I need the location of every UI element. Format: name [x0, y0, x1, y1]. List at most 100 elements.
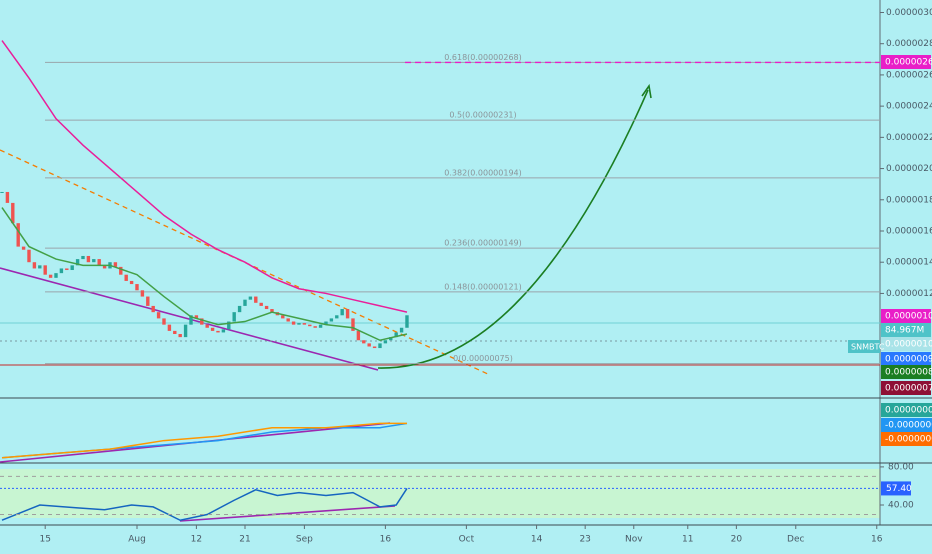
trend-line — [0, 267, 379, 371]
fib-label: 0.148(0.00000121) — [444, 282, 522, 291]
candle — [70, 265, 74, 271]
fib-label: 0.236(0.00000149) — [444, 239, 522, 248]
candle — [81, 255, 85, 260]
candle — [0, 191, 4, 193]
price-badge — [881, 365, 931, 379]
signal-line — [1, 422, 407, 459]
x-tick-label: Aug — [128, 535, 146, 545]
x-tick-label: 21 — [239, 535, 250, 545]
candle — [11, 202, 15, 224]
moving-average — [1, 40, 408, 313]
x-tick-label: Sep — [296, 535, 313, 545]
candle — [173, 330, 177, 335]
price-badge-label: -0.00000005 — [885, 435, 932, 445]
rsi-badge — [881, 481, 911, 496]
candle — [119, 266, 123, 275]
price-badge — [881, 55, 931, 69]
y-tick-label: 0.00000120 — [886, 289, 932, 299]
x-tick-label: 16 — [380, 535, 392, 545]
candle — [21, 246, 26, 250]
candle — [254, 296, 258, 303]
candle — [59, 268, 64, 274]
candle — [286, 318, 290, 322]
candle — [210, 327, 215, 331]
price-badge-label: 0.00000001 — [885, 406, 932, 416]
rsi-tick-label: 80.00 — [888, 462, 914, 472]
x-tick-label: 14 — [531, 535, 543, 545]
price-badge-label: -0.00000003 — [885, 421, 932, 431]
candle — [65, 268, 69, 271]
candle — [232, 312, 236, 322]
candle — [394, 332, 398, 338]
candle — [113, 262, 118, 267]
candle — [237, 305, 242, 313]
fib-label: 0.5(0.00000231) — [449, 111, 516, 120]
divergence-line — [179, 505, 396, 522]
candle — [367, 343, 371, 347]
candle — [324, 321, 328, 325]
candle — [16, 223, 20, 247]
rsi-band-fill — [0, 469, 880, 518]
price-badge — [881, 432, 932, 446]
candle — [38, 265, 42, 269]
price-badge — [881, 323, 931, 337]
candle — [362, 340, 366, 344]
arrow-head — [641, 83, 652, 99]
candle — [140, 290, 145, 297]
candle — [129, 280, 134, 285]
candle — [399, 327, 404, 333]
candle — [151, 305, 155, 313]
price-badge-label: 0.00000089 — [885, 368, 932, 378]
candle — [27, 249, 31, 263]
price-badge — [881, 352, 931, 366]
x-tick-label: 20 — [731, 535, 743, 545]
price-badge — [881, 418, 932, 432]
x-tick-label: 12 — [191, 535, 202, 545]
candle — [162, 318, 166, 325]
candle — [259, 302, 263, 306]
candle — [156, 312, 161, 319]
candle — [270, 309, 274, 313]
moving-average — [1, 207, 408, 342]
rsi-badge-label: 57.40 — [886, 484, 912, 494]
candle — [340, 309, 344, 316]
price-badge-label: 0.00000102 — [885, 340, 932, 350]
candle — [356, 330, 361, 341]
candle — [86, 255, 91, 263]
candle — [178, 334, 182, 338]
candle — [200, 318, 204, 325]
candle — [124, 274, 128, 281]
candle — [383, 340, 388, 344]
candle — [297, 323, 301, 325]
candle — [102, 265, 107, 269]
rsi-tick-label: 40.00 — [888, 501, 914, 511]
price-badge — [881, 381, 931, 395]
symbol-tag — [848, 340, 880, 353]
candle — [264, 305, 269, 310]
price-badge — [881, 309, 931, 323]
symbol-label: SNMBTC — [851, 343, 885, 352]
candle — [351, 318, 355, 331]
x-tick-label: Nov — [625, 535, 643, 545]
candle — [48, 274, 53, 278]
candle — [183, 324, 188, 338]
price-badge-label: 0.00000268 — [885, 58, 932, 68]
x-tick-label: 11 — [682, 535, 693, 545]
candle — [345, 309, 350, 319]
candle — [302, 323, 307, 325]
candle — [308, 324, 312, 327]
candle — [227, 321, 231, 330]
x-tick-label: Dec — [787, 535, 804, 545]
price-badge — [881, 337, 931, 351]
candle — [189, 315, 193, 325]
candle — [54, 273, 58, 278]
candle — [405, 315, 409, 328]
